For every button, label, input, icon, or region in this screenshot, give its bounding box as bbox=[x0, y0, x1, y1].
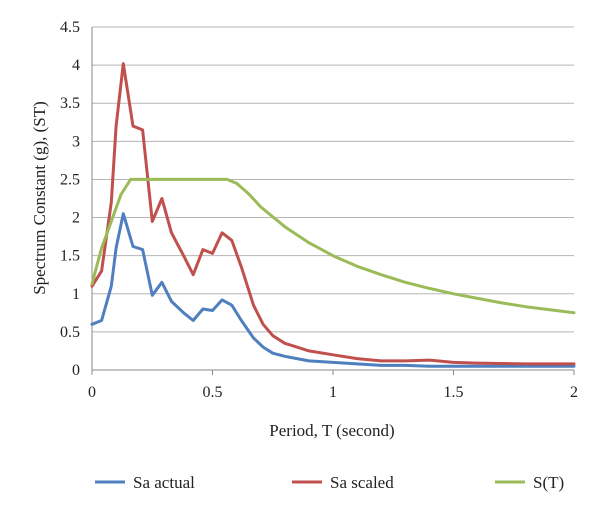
y-tick-label: 1 bbox=[72, 286, 80, 303]
legend-label-1: Sa actual bbox=[133, 473, 195, 492]
y-tick-label: 2 bbox=[72, 210, 80, 227]
y-tick-label: 3 bbox=[72, 133, 80, 150]
series-line-2 bbox=[90, 62, 576, 366]
y-tick-label: 4.5 bbox=[60, 19, 80, 36]
y-tick-label: 3.5 bbox=[60, 95, 80, 112]
axes bbox=[91, 27, 575, 375]
y-axis-title: Spectrum Constant (g), (ST) bbox=[30, 101, 49, 295]
x-tick-label: 1 bbox=[329, 384, 337, 401]
x-axis-title: Period, T (second) bbox=[269, 421, 394, 440]
y-tick-label: 2.5 bbox=[60, 171, 80, 188]
x-tick-label: 2 bbox=[570, 384, 578, 401]
y-tick-label: 0 bbox=[72, 362, 80, 379]
y-tick-label: 4 bbox=[72, 57, 80, 74]
series-line-1 bbox=[90, 212, 576, 368]
series-line-3 bbox=[90, 177, 576, 315]
x-tick-label: 0 bbox=[88, 384, 96, 401]
legend: Sa actual Sa scaled S(T) bbox=[95, 473, 564, 492]
y-tick-label: 0.5 bbox=[60, 324, 80, 341]
tick-labels: 0 0.5 1 1.5 2 2.5 3 3.5 4 4.5 0 0.5 1 1.5 2 bbox=[60, 19, 578, 401]
series-lines bbox=[90, 62, 576, 368]
legend-label-3: S(T) bbox=[533, 473, 564, 492]
x-tick-label: 0.5 bbox=[203, 384, 223, 401]
y-tick-label: 1.5 bbox=[60, 248, 80, 265]
legend-label-2: Sa scaled bbox=[330, 473, 394, 492]
x-tick-label: 1.5 bbox=[444, 384, 464, 401]
